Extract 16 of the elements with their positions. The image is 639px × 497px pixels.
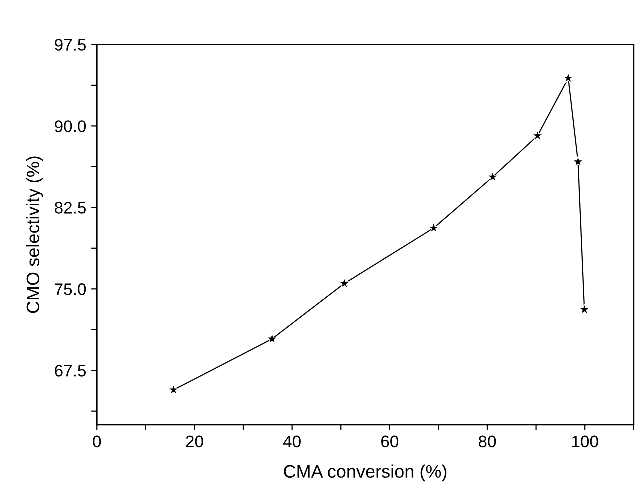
x-tick-label: 80 [478,436,496,448]
x-tick-label: 0 [93,436,102,448]
y-axis-title: CMO selectivity (%) [26,156,44,314]
y-tick-label: 82.5 [55,202,86,214]
y-tick-label: 75.0 [55,284,86,296]
x-tick-label: 100 [572,436,598,448]
x-tick-label: 20 [186,436,204,448]
x-tick-label: 40 [283,436,301,448]
point [266,333,278,344]
point [572,156,584,167]
point [562,72,574,84]
x-tick-label: 60 [381,436,399,448]
y-tick-label: 67.5 [55,365,86,377]
y-tick-label: 97.5 [55,39,86,51]
x-axis-title: CMA conversion (%) [284,464,447,482]
y-tick-label: 90.0 [55,120,86,132]
